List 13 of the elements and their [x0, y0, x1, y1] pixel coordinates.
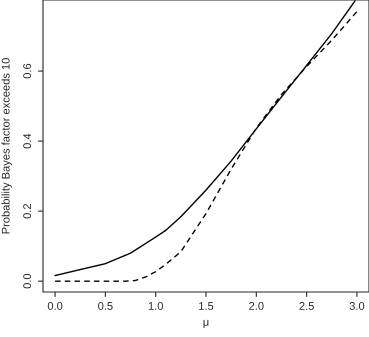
y-tick-label: 0.6: [23, 64, 32, 78]
x-axis-title: μ: [204, 320, 208, 328]
x-tick-label: 1.0: [148, 302, 163, 310]
y-tick-label: 0.4: [23, 134, 32, 148]
x-tick-label: 2.5: [299, 302, 314, 310]
x-tick-label: 3.0: [350, 302, 364, 310]
x-tick-label: 0.0: [48, 302, 62, 310]
y-axis-title: Probability Bayes factor exceeds 10: [1, 58, 12, 234]
y-tick-label: 0.2: [23, 204, 32, 218]
x-tick-label: 2.0: [249, 302, 264, 310]
x-tick-label: 1.5: [199, 302, 214, 310]
y-tick-label: 0.0: [23, 274, 32, 288]
x-tick-label: 0.5: [98, 302, 113, 310]
